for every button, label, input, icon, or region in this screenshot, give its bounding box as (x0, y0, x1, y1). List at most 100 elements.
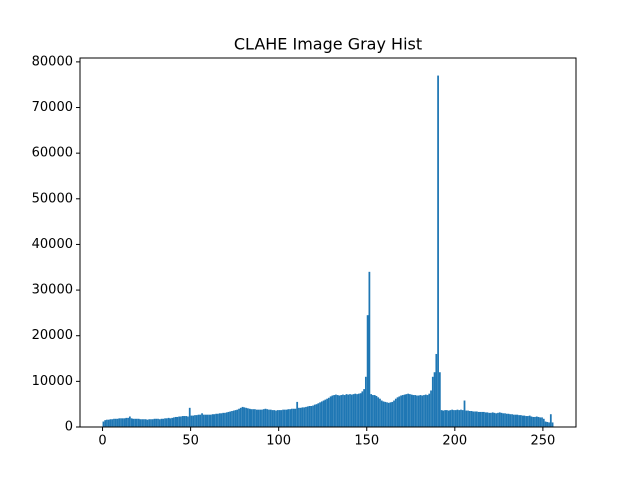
bar (377, 397, 380, 427)
bar (262, 409, 265, 427)
bar (380, 400, 383, 427)
bar (401, 395, 404, 427)
bar (493, 412, 496, 427)
bar (396, 397, 399, 427)
bar (336, 395, 339, 427)
bar (331, 395, 334, 427)
bar (338, 395, 341, 427)
bar (414, 395, 417, 427)
bar (266, 409, 269, 427)
bar (136, 418, 138, 427)
x-tick-label: 200 (442, 434, 467, 449)
bar (102, 421, 105, 427)
bar (143, 419, 145, 427)
bar (254, 409, 256, 427)
bar (398, 396, 401, 427)
bar (532, 416, 535, 427)
bar (412, 395, 415, 427)
bar (438, 372, 441, 427)
bar (407, 393, 410, 427)
bar (183, 416, 186, 427)
y-tick-label: 20000 (32, 328, 73, 343)
bar (328, 397, 330, 427)
bar (475, 411, 478, 427)
bar (352, 394, 355, 427)
bar (313, 404, 316, 427)
bar (551, 422, 554, 427)
bar (460, 409, 462, 427)
bar (234, 410, 237, 427)
y-tick-label: 60000 (32, 146, 73, 161)
bar (225, 412, 228, 427)
bar (484, 412, 487, 427)
bar (405, 394, 408, 427)
bar (259, 409, 262, 427)
bar (301, 407, 304, 427)
bar (363, 389, 365, 427)
bar (347, 394, 350, 427)
bar (255, 409, 258, 427)
bar (137, 418, 140, 427)
y-tick-label: 10000 (32, 374, 73, 389)
bar (215, 413, 218, 427)
bar (261, 409, 263, 427)
bar (125, 417, 128, 427)
bar (491, 412, 494, 427)
x-tick-label: 150 (354, 434, 379, 449)
bar (269, 409, 272, 427)
bar (222, 412, 225, 427)
bar (409, 394, 411, 427)
bar (252, 409, 255, 427)
bar (320, 401, 323, 427)
bar (511, 414, 513, 427)
bar (521, 415, 524, 427)
bar (106, 419, 108, 427)
bar (454, 410, 457, 427)
bar (519, 415, 522, 427)
bar (359, 393, 362, 427)
bar (549, 414, 552, 427)
bar (116, 418, 119, 427)
bar (291, 408, 293, 427)
bar (128, 416, 131, 427)
bar (428, 393, 431, 427)
bar (329, 396, 332, 427)
bar (174, 416, 177, 427)
bar (245, 407, 247, 427)
bar (495, 413, 498, 427)
bar (292, 408, 295, 427)
bar (289, 409, 292, 427)
bar (368, 271, 371, 427)
bar (220, 413, 223, 427)
bar (305, 406, 307, 427)
bar (417, 395, 420, 427)
bar (243, 407, 246, 427)
bar (403, 394, 406, 427)
bar (483, 411, 485, 427)
bar (257, 409, 260, 427)
bar (250, 409, 253, 427)
bar (227, 411, 230, 427)
bar (127, 417, 129, 427)
bar (470, 411, 473, 427)
bar (155, 418, 158, 427)
bar (181, 416, 184, 427)
y-tick-label: 50000 (32, 191, 73, 206)
bar (447, 410, 450, 427)
bar (504, 413, 506, 427)
bar (324, 399, 327, 427)
bar (248, 408, 251, 427)
x-tick-label: 250 (530, 434, 555, 449)
bar (421, 395, 424, 427)
bar (456, 409, 459, 427)
bar (507, 413, 510, 427)
bar (518, 415, 520, 427)
bar (342, 394, 344, 427)
bar (472, 411, 475, 427)
bar (516, 414, 519, 427)
bar (541, 417, 543, 427)
bar (449, 410, 452, 427)
bar (158, 419, 161, 427)
bar (548, 422, 550, 427)
